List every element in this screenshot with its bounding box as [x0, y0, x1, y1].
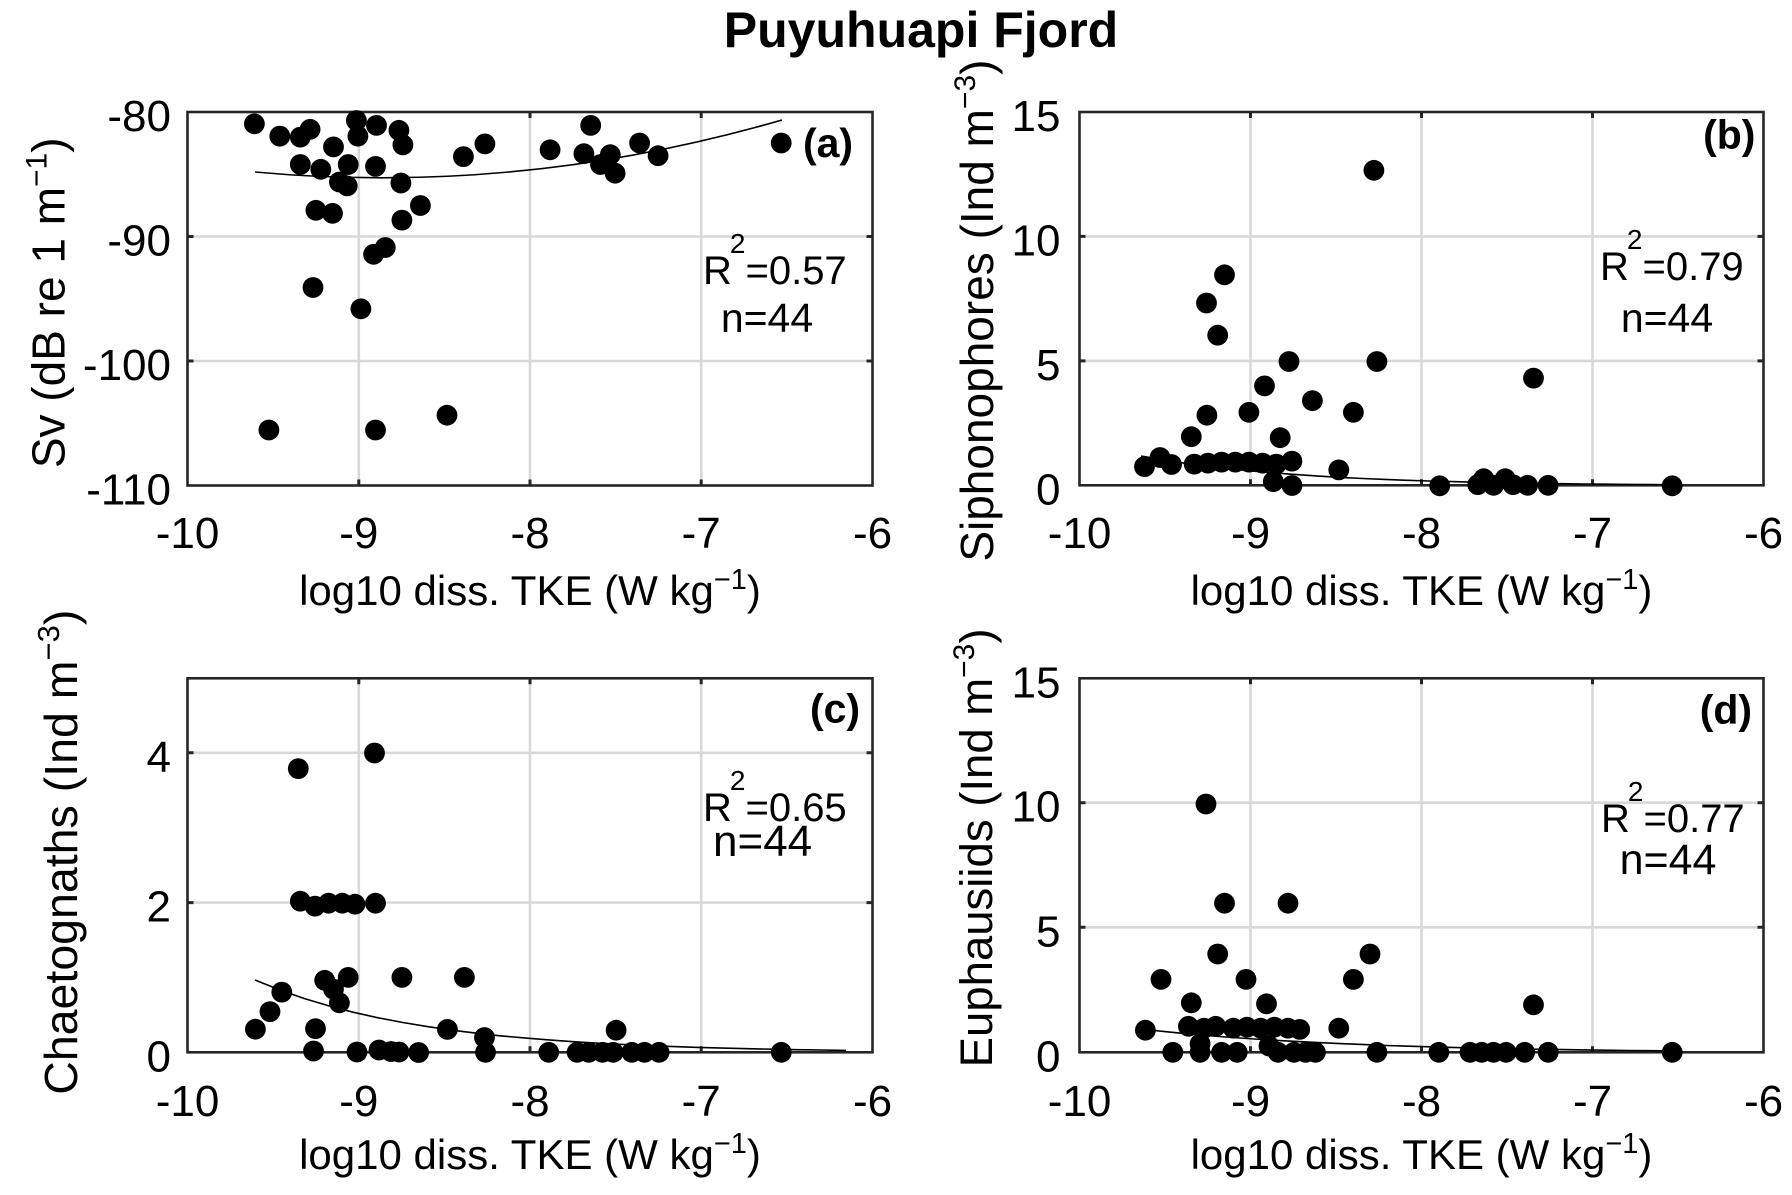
svg-text:5: 5: [1036, 341, 1060, 390]
svg-text:-7: -7: [682, 509, 721, 558]
svg-text:(b): (b): [1703, 112, 1755, 158]
svg-text:-9: -9: [1231, 509, 1270, 558]
svg-text:Chaetognaths (Ind m−3): Chaetognaths (Ind m−3): [31, 610, 87, 1095]
svg-text:-10: -10: [156, 509, 220, 558]
svg-text:-8: -8: [510, 1077, 549, 1126]
svg-text:(c): (c): [810, 686, 860, 732]
svg-text:-80: -80: [107, 92, 171, 141]
svg-text:n=44: n=44: [721, 295, 813, 341]
svg-text:-6: -6: [853, 509, 892, 558]
svg-text:-9: -9: [339, 1077, 378, 1126]
svg-text:Siphonophores (Ind m−3): Siphonophores (Ind m−3): [949, 60, 1003, 562]
svg-text:(a): (a): [803, 120, 853, 166]
svg-text:0: 0: [147, 1032, 171, 1081]
svg-text:-7: -7: [1573, 1077, 1612, 1126]
svg-text:0: 0: [1036, 465, 1060, 514]
svg-text:-110: -110: [86, 466, 171, 515]
svg-text:-10: -10: [156, 1077, 220, 1126]
svg-text:log10 diss. TKE (W kg−1): log10 diss. TKE (W kg−1): [299, 1128, 761, 1178]
svg-text:log10 diss. TKE (W kg−1): log10 diss. TKE (W kg−1): [1191, 1128, 1653, 1178]
svg-text:n=44: n=44: [1620, 836, 1717, 884]
svg-text:log10 diss. TKE (W kg−1): log10 diss. TKE (W kg−1): [1191, 564, 1653, 614]
svg-text:Puyuhuapi Fjord: Puyuhuapi Fjord: [724, 2, 1118, 58]
svg-text:-9: -9: [1231, 1077, 1270, 1126]
svg-text:-7: -7: [682, 1077, 721, 1126]
svg-text:-90: -90: [107, 217, 171, 266]
svg-text:15: 15: [1012, 658, 1061, 707]
svg-text:-8: -8: [510, 509, 549, 558]
svg-text:10: 10: [1012, 783, 1061, 832]
svg-text:-6: -6: [1744, 509, 1783, 558]
svg-text:10: 10: [1012, 216, 1061, 265]
svg-text:-10: -10: [1048, 509, 1112, 558]
svg-text:Sv (dB re 1 m−1): Sv (dB re 1 m−1): [21, 137, 75, 468]
svg-text:5: 5: [1036, 907, 1060, 956]
svg-text:Euphausiids (Ind m−3): Euphausiids (Ind m−3): [948, 628, 1002, 1067]
svg-text:n=44: n=44: [713, 817, 812, 866]
svg-text:-8: -8: [1402, 1077, 1441, 1126]
svg-text:15: 15: [1012, 92, 1061, 141]
svg-text:-8: -8: [1402, 509, 1441, 558]
svg-text:-6: -6: [1744, 1077, 1783, 1126]
svg-text:(d): (d): [1700, 687, 1752, 733]
svg-text:-10: -10: [1048, 1077, 1112, 1126]
svg-text:-9: -9: [339, 509, 378, 558]
svg-text:-7: -7: [1573, 509, 1612, 558]
svg-text:2: 2: [147, 883, 171, 932]
svg-text:-100: -100: [83, 341, 171, 390]
svg-text:-6: -6: [853, 1077, 892, 1126]
svg-text:4: 4: [147, 733, 171, 782]
svg-text:n=44: n=44: [1621, 295, 1713, 341]
svg-text:log10 diss. TKE (W kg−1): log10 diss. TKE (W kg−1): [299, 564, 761, 614]
svg-text:0: 0: [1036, 1032, 1060, 1081]
